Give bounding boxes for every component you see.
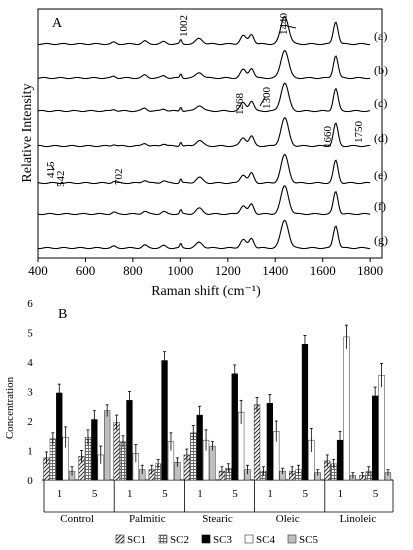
- panel-a-x-axis: 400 600 800 1000 1200 1400 1600 1800: [28, 258, 383, 278]
- x-tick-label: 800: [123, 263, 143, 278]
- y-tick-label: 5: [27, 328, 33, 340]
- subgroup-label: 5: [373, 488, 379, 500]
- bar-sc3: [91, 419, 98, 481]
- panel-b-categories: 1 5 Control 1 5 Palmitic 1 5 Stearic 1 5 Oleic 1 5 Lin…: [43, 480, 394, 525]
- bar-sc3: [266, 403, 274, 481]
- peak-marker-1440: [286, 25, 297, 29]
- legend-label-sc1: SC1: [127, 534, 146, 546]
- series-label: (d): [374, 131, 388, 145]
- spectrum-line: [37, 49, 371, 80]
- spectrum-line: [37, 15, 371, 46]
- spectrum-line: [37, 153, 371, 185]
- panel-a-ylabel: Relative Intensity: [20, 83, 35, 182]
- legend-swatch-sc3: [201, 534, 211, 544]
- bar-sc3: [301, 344, 309, 481]
- peak-label-1268: 1268: [234, 93, 246, 116]
- legend-swatch-sc5: [287, 534, 297, 544]
- x-tick-label: 400: [28, 263, 48, 278]
- y-tick-label: 2: [27, 416, 33, 428]
- series-label: (g): [374, 233, 388, 247]
- peak-label-702: 702: [113, 169, 125, 186]
- bar-sc3: [56, 392, 63, 481]
- spectrum-line: [37, 184, 371, 216]
- bar-sc3: [161, 360, 168, 481]
- panel-b-label: B: [58, 307, 67, 322]
- bar-sc4: [378, 375, 385, 481]
- spectrum-line: [37, 219, 371, 250]
- legend-swatch-sc1: [115, 534, 125, 544]
- peak-label-1002: 1002: [178, 15, 190, 37]
- x-tick-label: 1400: [262, 263, 288, 278]
- legend-swatch-sc2: [158, 534, 168, 544]
- bar-sc3: [126, 400, 133, 481]
- subgroup-label: 5: [232, 488, 238, 500]
- subgroup-label: 5: [162, 488, 168, 500]
- bar-sc2: [49, 438, 57, 481]
- panel-a-spectra: [37, 15, 371, 250]
- subgroup-label: 1: [267, 488, 273, 500]
- bar-sc1: [253, 404, 261, 481]
- panel-b-ylabel: Concentration: [4, 376, 16, 439]
- subgroup-label: 5: [92, 488, 98, 500]
- peak-label-1300: 1300: [261, 87, 273, 110]
- group-label: Oleic: [276, 513, 300, 525]
- spectrum-line: [37, 116, 371, 148]
- group-label: Linoleic: [340, 513, 377, 525]
- x-tick-label: 1000: [167, 263, 193, 278]
- subgroup-label: 1: [338, 488, 344, 500]
- peak-label-1750: 1750: [353, 121, 365, 144]
- peak-label-542: 542: [55, 171, 67, 188]
- bar-sc3: [196, 414, 203, 481]
- subgroup-label: 1: [57, 488, 63, 500]
- peak-marker-415: [50, 164, 55, 171]
- legend-swatch-sc4: [244, 534, 254, 544]
- panel-a-xlabel: Raman shift (cm⁻¹): [151, 284, 261, 299]
- subgroup-label: 1: [197, 488, 203, 500]
- panel-a-series-labels: (a) (b) (c) (d) (e) (f) (g): [374, 29, 388, 247]
- panel-b-bars: [43, 324, 392, 481]
- peak-label-1660: 1660: [322, 126, 334, 149]
- bar-sc4: [343, 336, 350, 481]
- group-label: Stearic: [202, 513, 233, 525]
- y-tick-label: 1: [27, 446, 33, 458]
- legend-label-sc2: SC2: [170, 534, 189, 546]
- group-label: Control: [60, 513, 94, 525]
- x-tick-label: 600: [76, 263, 96, 278]
- panel-a-label: A: [52, 16, 63, 31]
- subgroup-label: 1: [127, 488, 133, 500]
- x-tick-label: 1600: [310, 263, 336, 278]
- bar-sc5: [104, 410, 111, 481]
- panel-b-legend: SC1 SC2 SC3 SC4 SC5: [115, 534, 318, 546]
- group-label: Palmitic: [129, 513, 166, 525]
- panel-a-frame: [37, 8, 383, 259]
- y-tick-label: 0: [27, 475, 33, 487]
- y-tick-label: 3: [27, 387, 33, 399]
- series-label: (c): [374, 96, 387, 110]
- series-label: (f): [374, 199, 386, 213]
- y-tick-label: 6: [27, 298, 33, 310]
- x-tick-label: 1200: [215, 263, 241, 278]
- peak-marker-1300: [259, 96, 266, 107]
- bar-sc5: [209, 445, 216, 481]
- series-label: (a): [374, 29, 387, 43]
- legend-label-sc4: SC4: [256, 534, 275, 546]
- series-label: (e): [374, 168, 387, 182]
- y-tick-label: 4: [27, 357, 33, 369]
- x-tick-label: 1800: [357, 263, 383, 278]
- bar-sc3: [372, 395, 379, 481]
- series-label: (b): [374, 63, 388, 77]
- legend-label-sc5: SC5: [299, 534, 318, 546]
- bar-sc1: [113, 422, 120, 481]
- subgroup-label: 5: [303, 488, 309, 500]
- peak-label-415: 415: [45, 161, 57, 178]
- legend-label-sc3: SC3: [213, 534, 232, 546]
- bar-sc3: [231, 373, 238, 481]
- peak-label-1440: 1440: [278, 13, 290, 36]
- spectrum-line: [37, 82, 371, 113]
